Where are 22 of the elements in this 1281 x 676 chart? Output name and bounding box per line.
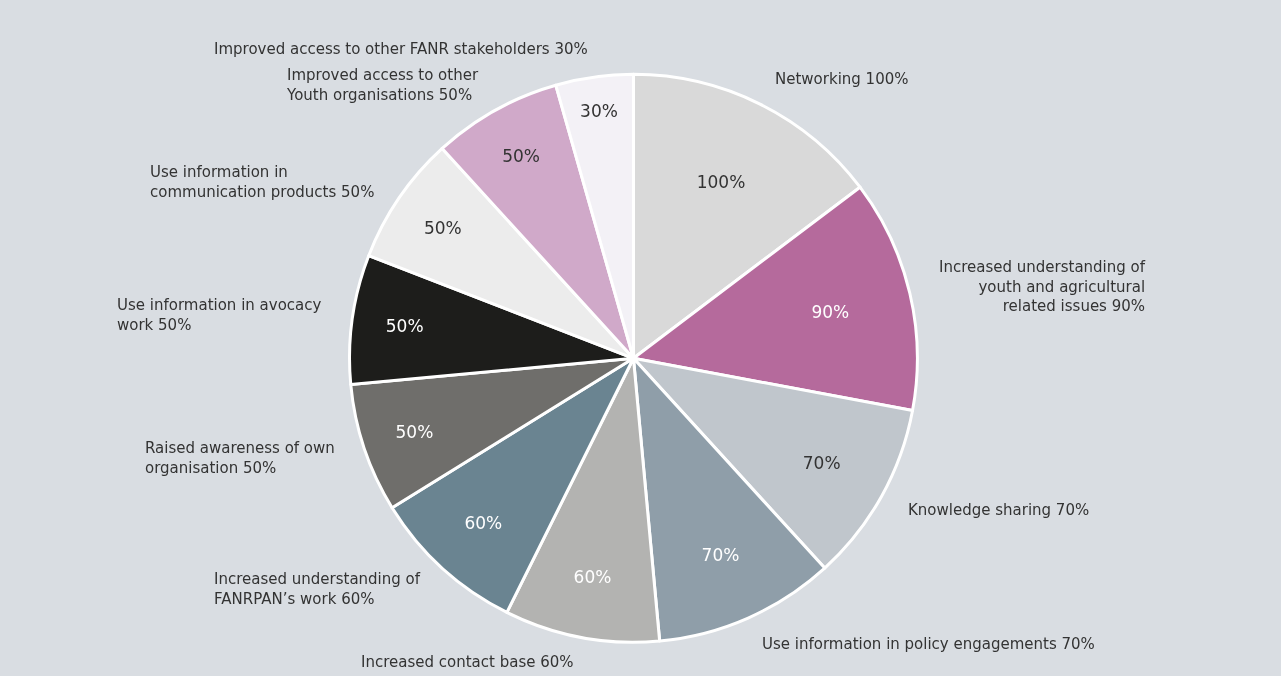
slice-label: Improved access to other Youth organisations 50%: [286, 66, 479, 104]
slice-label: Use information in policy engagements 70%: [762, 635, 1095, 653]
data-label: 90%: [811, 301, 850, 322]
slice-label: Increased understanding of youth and agricultural related issues 90%: [939, 258, 1146, 315]
data-label: 50%: [423, 217, 462, 238]
data-label: 50%: [502, 146, 540, 167]
slice-label: Use information in avocacy work 50%: [117, 296, 322, 334]
slice-label: Networking 100%: [775, 70, 909, 88]
data-label: 50%: [385, 316, 424, 337]
data-label: 50%: [395, 421, 434, 442]
slice-label: Improved access to other FANR stakeholders 30%: [214, 40, 588, 58]
data-label: 100%: [696, 172, 746, 193]
data-label: 70%: [802, 453, 841, 474]
slice-label: Increased contact base 60%: [361, 653, 574, 671]
slice-label: Knowledge sharing 70%: [908, 501, 1090, 519]
data-label: 70%: [701, 545, 740, 566]
data-label: 60%: [573, 567, 612, 588]
data-label: 60%: [464, 513, 503, 534]
data-label: 30%: [580, 101, 618, 122]
slice-label: Use information in communication products 50%: [150, 163, 375, 201]
slice-label: Raised awareness of own organisation 50%: [145, 439, 335, 477]
slice-label: Increased understanding of FANRPAN’s work 60%: [214, 570, 421, 608]
